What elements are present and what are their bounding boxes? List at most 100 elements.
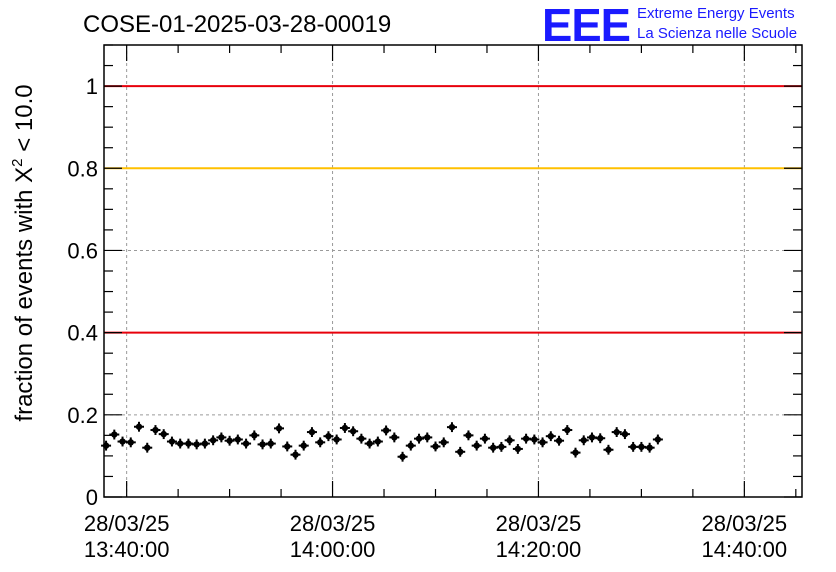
marker xyxy=(325,432,332,440)
data-point xyxy=(414,433,425,444)
data-point xyxy=(455,446,466,457)
data-point xyxy=(331,434,342,445)
marker xyxy=(242,440,250,447)
marker xyxy=(597,435,604,442)
x-tick-labels: 28/03/2513:40:0028/03/2514:00:0028/03/25… xyxy=(84,511,787,562)
data-point xyxy=(274,423,285,434)
data-point xyxy=(537,437,548,448)
marker xyxy=(176,440,184,447)
marker xyxy=(358,435,365,442)
y-axis-label: fraction of events with X2 < 10.0 xyxy=(9,84,38,421)
axes xyxy=(103,44,803,498)
marker xyxy=(168,438,176,445)
marker xyxy=(580,437,587,444)
y-tick-label: 0.4 xyxy=(67,321,98,346)
marker xyxy=(555,437,563,444)
data-point xyxy=(339,423,350,433)
data-point xyxy=(199,438,210,449)
data-point xyxy=(208,435,219,446)
data-point xyxy=(389,432,400,443)
marker xyxy=(127,439,134,446)
marker xyxy=(448,423,456,431)
data-point xyxy=(381,425,392,436)
data-point xyxy=(216,432,227,443)
chart-title: COSE-01-2025-03-28-00019 xyxy=(83,11,391,38)
marker xyxy=(407,442,414,449)
data-point xyxy=(611,427,622,438)
data-point xyxy=(323,431,334,442)
marker xyxy=(111,431,118,438)
x-tick-date: 28/03/25 xyxy=(496,511,582,536)
data-point xyxy=(562,425,573,435)
marker xyxy=(646,444,653,451)
data-point xyxy=(512,443,523,454)
data-point xyxy=(306,427,317,438)
marker xyxy=(605,446,612,453)
marker xyxy=(209,437,217,444)
marker xyxy=(292,451,299,458)
data-point xyxy=(232,434,243,445)
marker xyxy=(374,438,382,445)
marker xyxy=(267,440,274,447)
x-tick-date: 28/03/25 xyxy=(702,511,788,536)
logo-line-1: Extreme Energy Events xyxy=(637,5,795,22)
data-point xyxy=(224,435,235,446)
marker xyxy=(588,434,596,441)
x-tick-time: 14:40:00 xyxy=(702,537,788,562)
marker xyxy=(185,440,192,447)
marker xyxy=(349,428,357,435)
y-axis-label-prefix: fraction of events with xyxy=(11,183,38,422)
x-tick-time: 13:40:00 xyxy=(84,537,170,562)
x-tick-date: 28/03/25 xyxy=(84,511,170,536)
marker xyxy=(531,436,538,443)
data-point xyxy=(315,437,326,448)
marker xyxy=(119,438,126,445)
marker xyxy=(160,430,167,438)
data-point xyxy=(109,429,120,440)
marker xyxy=(144,444,151,451)
data-point xyxy=(430,441,441,452)
data-point xyxy=(150,425,161,435)
data-point xyxy=(290,449,301,460)
marker xyxy=(498,443,505,451)
data-point xyxy=(471,440,482,451)
data-point xyxy=(438,437,449,448)
marker xyxy=(539,439,546,446)
data-point xyxy=(257,439,268,450)
y-axis-label-symbol: X xyxy=(11,167,38,183)
data-point xyxy=(249,430,260,441)
logo-mark: EEE xyxy=(542,0,630,51)
y-tick-label: 0.2 xyxy=(67,403,98,428)
y-tick-labels: 0 0.2 0.4 0.6 0.8 1 xyxy=(67,74,98,510)
data-point xyxy=(372,436,383,447)
data-point xyxy=(356,433,367,444)
data-point xyxy=(652,434,663,445)
marker xyxy=(522,435,530,442)
marker xyxy=(193,441,200,448)
marker xyxy=(629,443,637,451)
data-point xyxy=(463,430,474,441)
marker xyxy=(457,448,464,455)
data-point xyxy=(282,441,293,452)
marker xyxy=(308,428,316,436)
marker xyxy=(382,427,390,434)
marker xyxy=(135,423,143,430)
data-point xyxy=(603,444,614,455)
data-point xyxy=(496,441,507,452)
data-point xyxy=(545,431,556,442)
marker xyxy=(300,442,307,449)
marker xyxy=(259,441,266,448)
marker xyxy=(399,453,406,460)
marker xyxy=(316,439,324,446)
logo-line-2: La Scienza nelle Scuole xyxy=(637,25,797,42)
marker xyxy=(613,428,620,436)
x-tick-time: 14:00:00 xyxy=(290,537,376,562)
marker xyxy=(251,432,258,439)
marker xyxy=(654,436,662,443)
data-point xyxy=(348,426,359,437)
data-point xyxy=(101,440,112,451)
data-point xyxy=(142,442,153,453)
marker xyxy=(621,430,629,438)
data-point xyxy=(446,422,457,433)
